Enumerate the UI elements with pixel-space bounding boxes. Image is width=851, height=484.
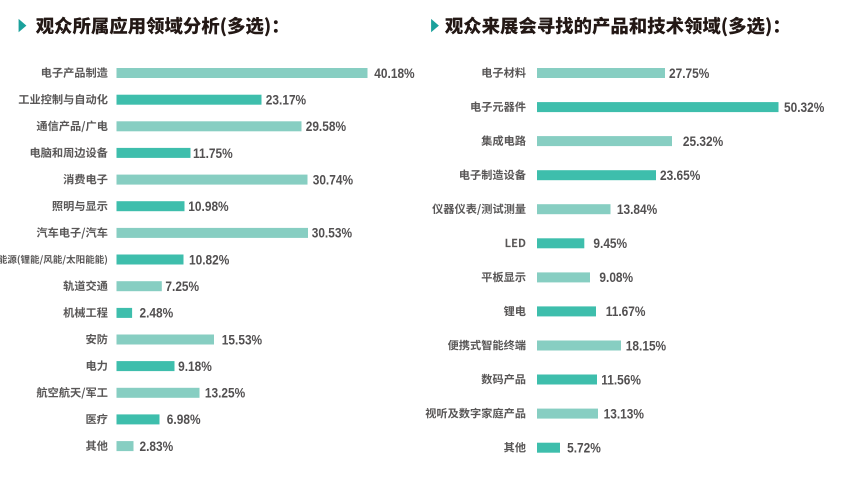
svg-text:5.72%: 5.72% — [567, 440, 601, 456]
svg-text:30.74%: 30.74% — [313, 171, 354, 187]
svg-text:9.08%: 9.08% — [599, 269, 633, 285]
svg-text:9.18%: 9.18% — [178, 358, 212, 374]
svg-text:29.58%: 29.58% — [306, 118, 347, 134]
svg-text:13.84%: 13.84% — [617, 201, 658, 217]
svg-text:13.25%: 13.25% — [205, 385, 246, 401]
svg-text:13.13%: 13.13% — [604, 405, 645, 421]
svg-text:10.82%: 10.82% — [189, 251, 230, 267]
svg-text:11.75%: 11.75% — [193, 145, 233, 161]
svg-text:15.53%: 15.53% — [222, 331, 263, 347]
svg-text:2.83%: 2.83% — [140, 438, 174, 454]
svg-text:27.75%: 27.75% — [669, 65, 710, 81]
svg-text:23.17%: 23.17% — [266, 92, 307, 108]
svg-text:9.45%: 9.45% — [593, 235, 627, 251]
svg-text:6.98%: 6.98% — [167, 411, 201, 427]
svg-text:10.98%: 10.98% — [188, 198, 229, 214]
svg-text:11.56%: 11.56% — [601, 371, 641, 387]
svg-text:30.53%: 30.53% — [312, 225, 353, 241]
svg-text:11.67%: 11.67% — [606, 303, 646, 319]
svg-text:7.25%: 7.25% — [165, 278, 199, 294]
svg-text:18.15%: 18.15% — [626, 337, 667, 353]
svg-text:23.65%: 23.65% — [660, 167, 701, 183]
svg-text:50.32%: 50.32% — [784, 99, 825, 115]
svg-text:40.18%: 40.18% — [374, 65, 415, 81]
svg-text:25.32%: 25.32% — [683, 133, 724, 149]
svg-text:2.48%: 2.48% — [140, 305, 174, 321]
